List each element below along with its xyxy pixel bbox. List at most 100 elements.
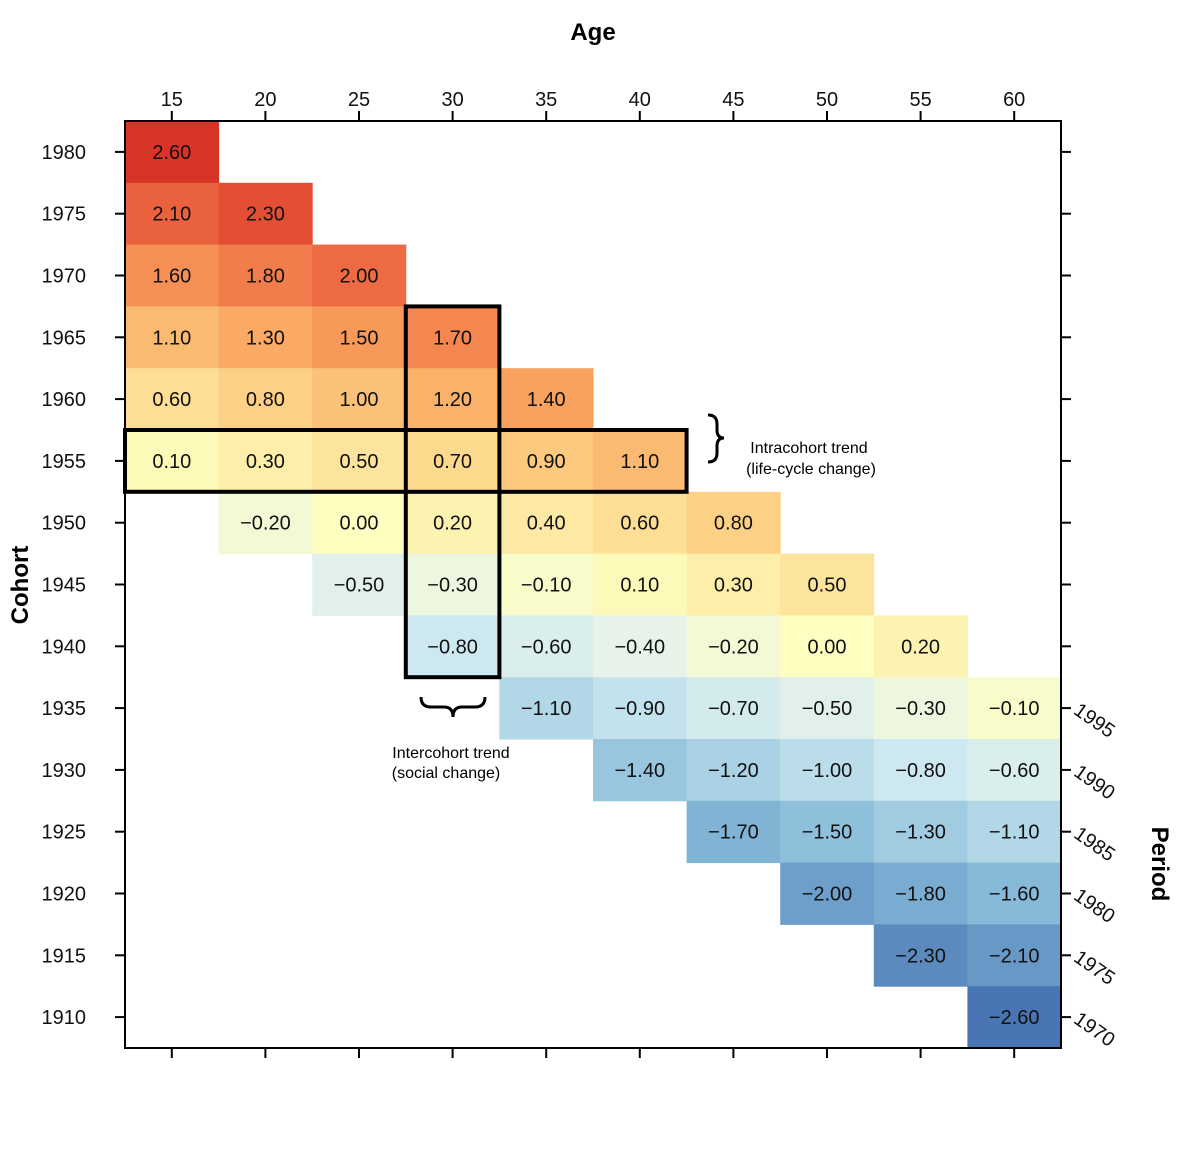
heatmap-cell-1940-45: [686, 615, 781, 678]
heatmap-cell-1975-15: [125, 182, 220, 246]
intracohort-annotation-line2: (life-cycle change): [746, 461, 876, 478]
cell-value-label: −0.50: [802, 698, 853, 720]
period-tick-label: 1975: [1070, 946, 1119, 990]
heatmap-cell-1970-20: [218, 244, 313, 307]
y-tick-label: 1930: [42, 760, 87, 782]
cell-value-label: 0.70: [433, 451, 472, 473]
heatmap-cell-1920-60: [967, 862, 1062, 925]
cell-value-label: 0.10: [152, 451, 191, 473]
heatmap-cell-1940-35: [499, 615, 594, 678]
cell-value-label: −0.20: [708, 636, 759, 658]
heatmap-cell-1950-30: [405, 491, 500, 555]
highlight-boxes: [123, 304, 689, 680]
heatmap-cell-1945-30: [405, 553, 500, 616]
heatmap-cell-1920-50: [780, 862, 875, 925]
cell-value-label: −0.60: [989, 760, 1040, 782]
cell-value-label: −0.20: [240, 513, 291, 535]
heatmap-cell-1965-25: [312, 306, 407, 369]
cell-value-label: 0.90: [527, 451, 566, 473]
cell-value-label: −2.60: [989, 1007, 1040, 1029]
y-tick-label: 1965: [42, 327, 87, 349]
cell-value-label: 0.30: [246, 451, 285, 473]
y-tick-label: 1945: [42, 575, 87, 597]
x-tick-label: 50: [816, 89, 838, 111]
heatmap-cell-1950-45: [686, 491, 781, 555]
heatmap-cell-1940-30: [405, 615, 500, 678]
heatmap-cell-1930-60: [967, 739, 1062, 802]
cell-value-label: 1.20: [433, 389, 472, 411]
cell-value-label: −0.30: [895, 698, 946, 720]
cell-value-label: −1.70: [708, 822, 759, 844]
cell-value-label: 1.40: [527, 389, 566, 411]
x-tick-label: 60: [1003, 89, 1025, 111]
y-tick-label: 1955: [42, 451, 87, 473]
heatmap-cell-1925-55: [873, 800, 968, 864]
cell-value-label: 0.60: [152, 389, 191, 411]
heatmap-cell-1935-60: [967, 677, 1062, 740]
y-tick-label: 1980: [42, 142, 87, 164]
heatmap-cell-1965-30: [405, 306, 500, 369]
cell-value-label: 1.00: [340, 389, 379, 411]
heatmap-cell-1970-15: [125, 244, 220, 307]
cell-value-label: −1.10: [521, 698, 572, 720]
cell-value-label: −0.10: [521, 575, 572, 597]
y-tick-label: 1935: [42, 698, 87, 720]
cell-value-label: 0.80: [246, 389, 285, 411]
cell-value-label: −0.10: [989, 698, 1040, 720]
x-axis-title: Age: [570, 19, 615, 46]
cell-value-label: 0.20: [433, 513, 472, 535]
cell-value-label: 0.40: [527, 513, 566, 535]
cell-value-label: −1.60: [989, 884, 1040, 906]
cell-value-label: −2.30: [895, 945, 946, 967]
intracohort-annotation-line1: Intracohort trend: [750, 440, 867, 457]
y-tick-label: 1925: [42, 822, 87, 844]
cell-value-label: 0.00: [340, 513, 379, 535]
cell-value-label: −0.50: [334, 575, 385, 597]
cell-value-label: 0.80: [714, 513, 753, 535]
cell-value-label: 1.60: [152, 266, 191, 288]
x-tick-label: 35: [535, 89, 557, 111]
cell-value-label: 1.70: [433, 327, 472, 349]
cell-value-label: −1.40: [614, 760, 665, 782]
cell-value-label: 2.60: [152, 142, 191, 164]
heatmap-cell-1935-45: [686, 677, 781, 740]
y-tick-label: 1960: [42, 389, 87, 411]
heatmap-cell-1930-45: [686, 739, 781, 802]
heatmap-cell-1925-45: [686, 800, 781, 864]
heatmap-cell-1955-15: [125, 430, 220, 493]
cell-value-label: −2.10: [989, 945, 1040, 967]
cell-value-label: −1.00: [802, 760, 853, 782]
heatmap-cell-1915-55: [873, 924, 968, 987]
heatmap-cell-1940-55: [873, 615, 968, 678]
heatmap-cell-1965-20: [218, 306, 313, 369]
heatmap-cell-1950-25: [312, 491, 407, 555]
heatmap-cell-1935-40: [593, 677, 688, 740]
y-tick-label: 1940: [42, 636, 87, 658]
intercohort-brace: [419, 696, 487, 718]
cell-value-label: 1.50: [340, 327, 379, 349]
period-tick-label: 1980: [1070, 884, 1119, 928]
heatmap-cell-1910-60: [967, 986, 1062, 1049]
period-tick-labels: 1995 1990 1985 1980 1975 1970: [1070, 699, 1119, 1052]
cell-value-label: 0.60: [620, 513, 659, 535]
period-tick-label: 1990: [1070, 761, 1119, 805]
heatmap-cell-1925-50: [780, 800, 875, 864]
heatmap-cell-1950-35: [499, 491, 594, 555]
y-tick-label: 1950: [42, 513, 87, 535]
cell-value-label: 2.30: [246, 204, 285, 226]
x-tick-label: 40: [629, 89, 651, 111]
cell-value-label: 0.30: [714, 575, 753, 597]
y-axis-title: Cohort: [7, 546, 34, 625]
x-tick-label: 20: [254, 89, 276, 111]
heatmap-cell-1935-35: [499, 677, 594, 740]
cell-value-label: −1.20: [708, 760, 759, 782]
cell-value-label: 1.10: [152, 327, 191, 349]
y-tick-label: 1910: [42, 1007, 87, 1029]
x-tick-label: 15: [161, 89, 183, 111]
heatmap-cell-1965-15: [125, 306, 220, 369]
heatmap-cell-1950-20: [218, 491, 313, 555]
heatmap-cell-1960-30: [405, 368, 500, 431]
heatmap-cell-1915-60: [967, 924, 1062, 987]
cell-value-label: −0.30: [427, 575, 478, 597]
x-tick-label: 30: [441, 89, 463, 111]
